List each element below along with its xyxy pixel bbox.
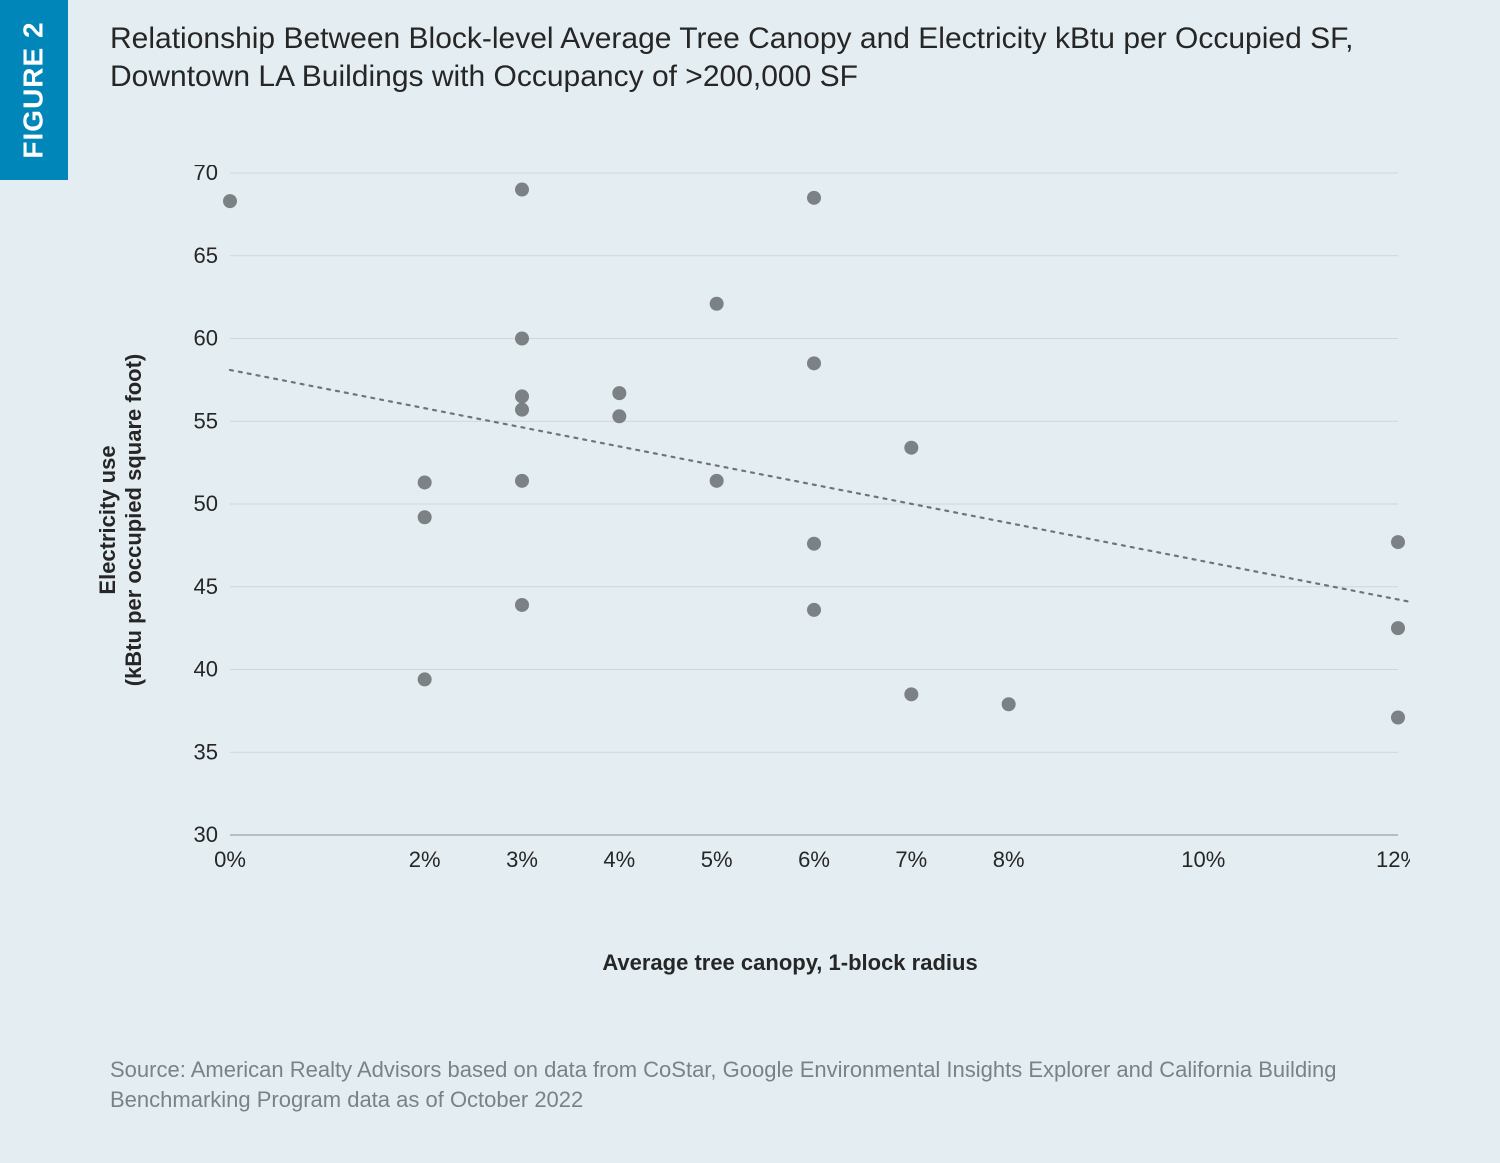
- figure-tab: FIGURE 2: [0, 0, 68, 180]
- data-point: [612, 386, 626, 400]
- data-point: [807, 537, 821, 551]
- x-tick-label: 2%: [409, 847, 441, 872]
- data-point: [807, 603, 821, 617]
- data-point: [515, 403, 529, 417]
- data-point: [710, 297, 724, 311]
- y-tick-label: 45: [194, 574, 218, 599]
- data-point: [1391, 710, 1405, 724]
- data-point: [515, 183, 529, 197]
- y-tick-label: 60: [194, 326, 218, 351]
- plot-svg: 30 35 40 45 50 55 60 65 70 0% 2% 3% 4% 5% 6% 7% 8% 10% 12%: [170, 165, 1410, 885]
- x-tick-label: 8%: [993, 847, 1025, 872]
- x-tick-label: 3%: [506, 847, 538, 872]
- data-point: [515, 474, 529, 488]
- y-tick-label: 70: [194, 165, 218, 185]
- x-tick-label: 4%: [603, 847, 635, 872]
- y-tick-label: 35: [194, 739, 218, 764]
- y-tick-label: 65: [194, 243, 218, 268]
- data-point: [807, 356, 821, 370]
- y-tick-label: 55: [194, 408, 218, 433]
- figure-tab-label: FIGURE 2: [18, 21, 50, 158]
- scatter-plot: 30 35 40 45 50 55 60 65 70 0% 2% 3% 4% 5% 6% 7% 8% 10% 12%: [170, 165, 1410, 885]
- x-axis-label: Average tree canopy, 1-block radius: [170, 950, 1410, 976]
- chart-title: Relationship Between Block-level Average…: [110, 20, 1460, 97]
- data-point: [418, 510, 432, 524]
- data-point: [515, 332, 529, 346]
- x-tick-label: 12%: [1376, 847, 1410, 872]
- data-point: [418, 475, 432, 489]
- data-point: [1391, 621, 1405, 635]
- y-tick-label: 50: [194, 491, 218, 516]
- source-note: Source: American Realty Advisors based o…: [110, 1055, 1440, 1114]
- y-axis-label-line1: Electricity use(kBtu per occupied square…: [95, 354, 146, 686]
- y-tick-label: 40: [194, 657, 218, 682]
- x-tick-label: 10%: [1181, 847, 1225, 872]
- x-tick-label: 7%: [895, 847, 927, 872]
- x-tick-label: 6%: [798, 847, 830, 872]
- trendline: [230, 370, 1410, 603]
- data-point: [710, 474, 724, 488]
- data-point: [515, 598, 529, 612]
- data-point: [1391, 535, 1405, 549]
- figure-frame: FIGURE 2 Relationship Between Block-leve…: [0, 0, 1500, 1163]
- data-point: [223, 194, 237, 208]
- data-point: [1002, 697, 1016, 711]
- x-tick-label: 5%: [701, 847, 733, 872]
- data-point: [418, 672, 432, 686]
- y-axis-label: Electricity use(kBtu per occupied square…: [95, 160, 147, 880]
- data-point: [807, 191, 821, 205]
- data-point: [904, 687, 918, 701]
- data-point: [904, 441, 918, 455]
- data-point: [612, 409, 626, 423]
- x-tick-label: 0%: [214, 847, 246, 872]
- y-tick-label: 30: [194, 822, 218, 847]
- data-point: [515, 389, 529, 403]
